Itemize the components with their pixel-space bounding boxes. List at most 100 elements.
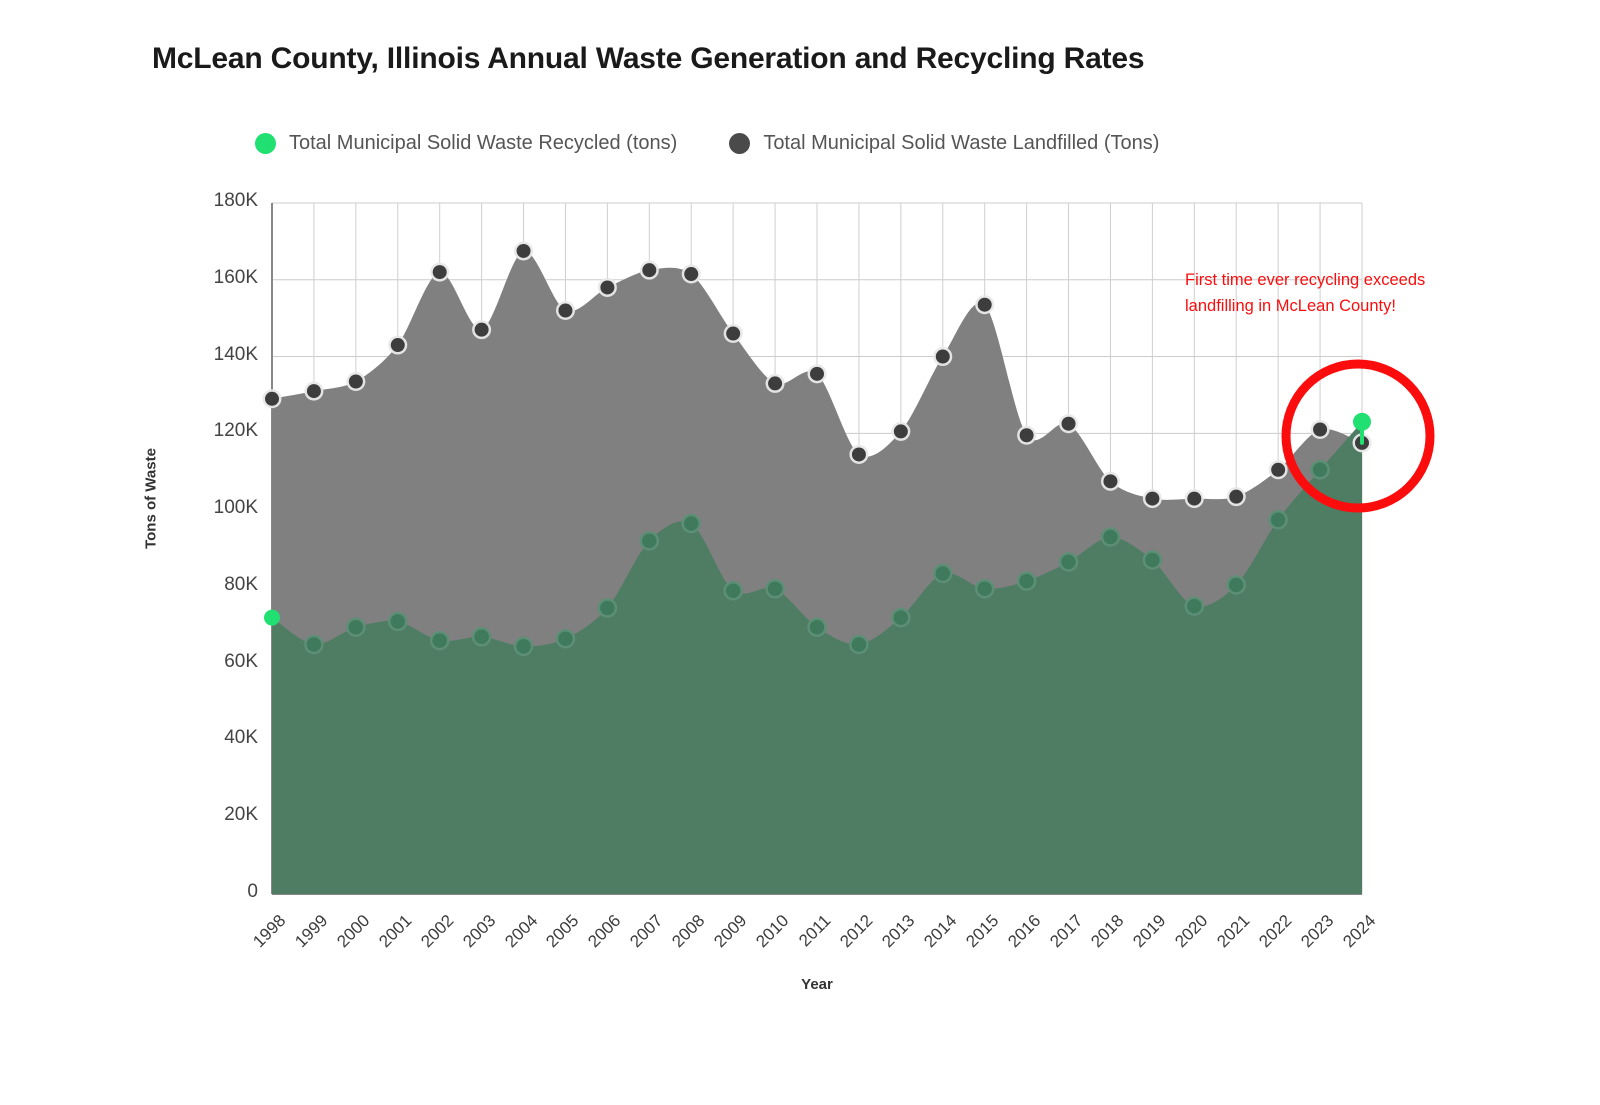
data-point-landfilled[interactable]	[684, 267, 699, 282]
x-axis-tick-label: 2004	[500, 911, 541, 952]
data-point-recycled[interactable]	[1058, 552, 1079, 572]
data-point-recycled[interactable]	[849, 634, 869, 655]
data-point-landfilled[interactable]	[1061, 416, 1076, 431]
y-axis-tick-label: 20K	[224, 804, 258, 826]
x-axis-tick-label: 2014	[920, 911, 961, 952]
y-axis-tick-label: 80K	[224, 573, 258, 595]
x-axis-tick-label: 2022	[1255, 911, 1296, 952]
data-point-landfilled[interactable]	[1145, 491, 1160, 506]
data-point-recycled[interactable]	[388, 611, 408, 632]
data-point-landfilled[interactable]	[390, 338, 405, 353]
x-axis-tick-label: 2020	[1171, 911, 1212, 952]
data-point-landfilled[interactable]	[851, 447, 866, 462]
data-point-recycled[interactable]	[555, 628, 576, 649]
data-point-landfilled[interactable]	[1313, 422, 1328, 437]
y-axis-label: Tons of Waste	[142, 448, 160, 549]
x-axis-tick-label: 1999	[291, 911, 332, 952]
y-axis-tick-label: 180K	[213, 190, 258, 211]
data-point-landfilled[interactable]	[768, 376, 783, 391]
y-axis-tick-label: 160K	[213, 266, 258, 288]
page-title: McLean County, Illinois Annual Waste Gen…	[152, 42, 1145, 75]
data-point-recycled[interactable]	[933, 563, 953, 584]
data-point-landfilled[interactable]	[474, 322, 489, 337]
data-point-recycled[interactable]	[723, 580, 743, 601]
data-point-recycled[interactable]	[471, 627, 492, 647]
data-point-recycled[interactable]	[974, 579, 995, 599]
y-axis-tick-label: 100K	[213, 497, 258, 519]
data-point-recycled[interactable]	[891, 607, 911, 628]
y-axis-tick-label: 0	[247, 881, 258, 902]
x-axis-tick-label: 2016	[1003, 911, 1045, 952]
x-axis-tick-label: 2009	[710, 911, 751, 952]
y-axis-ticks: 0 20K 40K 60K 80K 100K 120K 140K 160K 180K	[180, 0, 258, 1105]
x-axis-tick-label: 2010	[752, 911, 793, 952]
chart-legend: Total Municipal Solid Waste Recycled (to…	[255, 128, 1159, 158]
data-point-landfilled[interactable]	[306, 384, 321, 399]
data-point-recycled[interactable]	[1100, 527, 1121, 547]
data-point-landfilled[interactable]	[348, 374, 363, 389]
data-point-recycled-final[interactable]	[1353, 412, 1371, 431]
data-point-landfilled[interactable]	[642, 263, 657, 278]
callout-annotation: First time ever recycling exceeds landfi…	[1185, 268, 1485, 319]
legend-item-recycled[interactable]: Total Municipal Solid Waste Recycled (to…	[255, 132, 677, 155]
y-axis-tick-label: 40K	[224, 727, 258, 749]
data-point-landfilled[interactable]	[516, 243, 531, 258]
legend-dot-landfilled-icon	[729, 132, 751, 154]
data-point-recycled[interactable]	[681, 513, 701, 534]
x-axis-tick-label: 2005	[542, 911, 583, 952]
x-axis-tick-label: 2015	[961, 911, 1003, 952]
data-point-recycled[interactable]	[346, 617, 366, 637]
data-point-recycled[interactable]	[597, 598, 618, 618]
data-point-landfilled[interactable]	[265, 391, 279, 406]
data-point-landfilled[interactable]	[1271, 462, 1286, 477]
data-point-recycled[interactable]	[1142, 550, 1163, 570]
data-point-landfilled[interactable]	[810, 366, 824, 381]
data-point-landfilled[interactable]	[1187, 491, 1202, 506]
x-axis-tick-label: 2006	[584, 911, 625, 952]
data-point-recycled[interactable]	[264, 609, 280, 626]
x-axis-tick-label: 2012	[836, 911, 877, 952]
data-point-recycled[interactable]	[1016, 571, 1037, 591]
data-point-recycled[interactable]	[639, 531, 660, 551]
x-axis-tick-label: 2013	[878, 911, 919, 952]
data-point-landfilled[interactable]	[893, 424, 908, 439]
legend-dot-recycled-icon	[255, 132, 276, 154]
x-axis-tick-label: 2001	[375, 911, 416, 952]
data-point-landfilled[interactable]	[432, 265, 447, 280]
x-axis-tick-label: 2018	[1087, 911, 1128, 952]
data-point-recycled[interactable]	[513, 636, 534, 657]
legend-item-landfilled[interactable]: Total Municipal Solid Waste Landfilled (…	[729, 132, 1159, 155]
x-axis-tick-label: 2003	[458, 911, 500, 952]
data-point-landfilled[interactable]	[1103, 474, 1118, 489]
x-axis-tick-label: 2000	[333, 911, 374, 952]
data-point-recycled[interactable]	[304, 634, 324, 655]
data-point-landfilled[interactable]	[977, 297, 992, 312]
legend-label-landfilled: Total Municipal Solid Waste Landfilled (…	[763, 131, 1160, 154]
data-point-landfilled[interactable]	[1229, 489, 1244, 504]
data-point-recycled[interactable]	[765, 579, 785, 599]
callout-line-2: landfilling in McLean County!	[1185, 296, 1396, 315]
y-axis-tick-label: 60K	[224, 650, 258, 672]
x-axis-tick-label: 2019	[1129, 911, 1170, 952]
callout-line-1: First time ever recycling exceeds	[1185, 271, 1426, 289]
data-point-recycled[interactable]	[1310, 460, 1330, 480]
x-axis-tick-label: 2011	[795, 911, 835, 951]
data-point-recycled[interactable]	[1184, 596, 1205, 616]
data-point-recycled[interactable]	[1268, 509, 1288, 530]
legend-label-recycled: Total Municipal Solid Waste Recycled (to…	[289, 131, 678, 154]
data-point-landfilled[interactable]	[726, 326, 741, 341]
data-point-recycled[interactable]	[1226, 575, 1246, 595]
data-point-recycled[interactable]	[807, 617, 827, 637]
data-point-landfilled[interactable]	[1019, 428, 1034, 443]
x-axis-tick-label: 2023	[1297, 911, 1338, 952]
data-point-recycled[interactable]	[429, 630, 450, 651]
data-point-landfilled[interactable]	[558, 303, 573, 318]
area-recycled	[272, 421, 1362, 894]
x-axis-tick-label: 2017	[1045, 911, 1086, 952]
data-point-landfilled[interactable]	[935, 349, 950, 364]
x-axis-tick-label: 2021	[1213, 911, 1254, 952]
data-point-landfilled[interactable]	[600, 280, 615, 295]
